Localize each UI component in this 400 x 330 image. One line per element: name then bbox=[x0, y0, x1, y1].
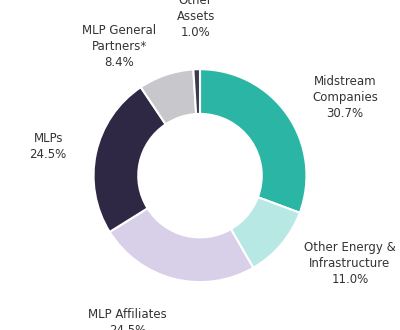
Wedge shape bbox=[110, 208, 253, 282]
Wedge shape bbox=[94, 87, 166, 232]
Text: MLP General
Partners*
8.4%: MLP General Partners* 8.4% bbox=[82, 24, 156, 69]
Wedge shape bbox=[193, 69, 200, 114]
Text: Midstream
Companies
30.7%: Midstream Companies 30.7% bbox=[312, 75, 378, 120]
Wedge shape bbox=[231, 197, 300, 268]
Text: Cash and
Other
Assets
1.0%: Cash and Other Assets 1.0% bbox=[168, 0, 223, 40]
Wedge shape bbox=[200, 69, 306, 213]
Wedge shape bbox=[141, 69, 196, 124]
Text: Other Energy &
Infrastructure
11.0%: Other Energy & Infrastructure 11.0% bbox=[304, 241, 396, 286]
Text: MLPs
24.5%: MLPs 24.5% bbox=[30, 132, 67, 161]
Text: MLP Affiliates
24.5%: MLP Affiliates 24.5% bbox=[88, 308, 167, 330]
